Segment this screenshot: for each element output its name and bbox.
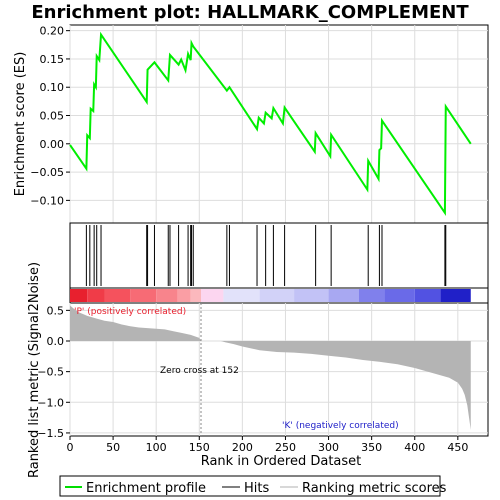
metric-y-axis-label: Ranked list metric (Signal2Noise) xyxy=(27,262,42,478)
heatmap-segment xyxy=(130,289,157,302)
x-tick-label: 250 xyxy=(275,441,296,454)
heatmap-segment xyxy=(328,289,359,302)
positive-annotation: 'P' (positively correlated) xyxy=(74,307,186,317)
heatmap-segment xyxy=(190,289,202,302)
x-tick-label: 400 xyxy=(404,441,425,454)
es-y-tick-label: 0.10 xyxy=(40,81,65,94)
es-y-tick-label: −0.05 xyxy=(30,166,64,179)
es-y-axis-label: Enrichment score (ES) xyxy=(13,52,28,197)
heatmap-segment xyxy=(414,289,441,302)
legend-label-profile: Enrichment profile xyxy=(86,481,206,496)
legend-label-hits: Hits xyxy=(244,481,269,496)
hits-marks xyxy=(85,225,447,286)
es-y-ticks: −0.10 −0.05 0.00 0.05 0.10 0.15 0.20 xyxy=(30,25,70,207)
es-panel xyxy=(69,24,489,224)
heatmap-segment xyxy=(104,289,131,302)
heatmap-segment xyxy=(294,289,329,302)
heatmap-segment xyxy=(259,289,295,302)
x-axis-label: Rank in Ordered Dataset xyxy=(201,454,362,469)
es-y-tick-label: 0.15 xyxy=(40,53,65,66)
negative-annotation: 'K' (negatively correlated) xyxy=(282,421,399,431)
ranking-metric-area xyxy=(70,305,471,430)
heatmap-segment xyxy=(87,289,105,302)
heatmap-segment xyxy=(177,289,191,302)
es-gridlines xyxy=(69,25,488,223)
heatmap-segment xyxy=(70,289,88,302)
metric-y-tick-label: −0.5 xyxy=(37,366,64,379)
x-axis-ticks: 0 50 100 150 200 250 300 350 400 450 xyxy=(67,436,468,454)
x-tick-label: 200 xyxy=(232,441,253,454)
ranking-heatmap xyxy=(70,289,471,302)
metric-y-tick-label: −1.5 xyxy=(37,427,64,440)
heatmap-segment xyxy=(358,289,385,302)
metric-gridlines xyxy=(69,303,488,436)
es-y-tick-label: 0.20 xyxy=(40,25,65,38)
x-tick-label: 100 xyxy=(146,441,167,454)
metric-y-tick-label: 0.0 xyxy=(47,335,65,348)
x-tick-label: 150 xyxy=(189,441,210,454)
x-tick-label: 50 xyxy=(106,441,120,454)
enrichment-profile-line xyxy=(69,31,472,217)
zero-cross-annotation: Zero cross at 152 xyxy=(160,366,239,376)
metric-y-tick-label: 0.5 xyxy=(47,304,65,317)
metric-panel xyxy=(69,302,489,437)
hits-panel xyxy=(69,222,489,289)
es-y-tick-label: 0.05 xyxy=(40,110,65,123)
legend-label-metric: Ranking metric scores xyxy=(302,481,447,496)
heatmap-segment xyxy=(223,289,260,302)
metric-y-tick-label: −1.0 xyxy=(37,396,64,409)
es-y-tick-label: −0.10 xyxy=(30,194,64,207)
heatmap-segment xyxy=(201,289,224,302)
chart-title: Enrichment plot: HALLMARK_COMPLEMENT xyxy=(31,2,469,23)
heatmap-segment xyxy=(384,289,415,302)
x-tick-label: 450 xyxy=(447,441,468,454)
es-y-tick-label: 0.00 xyxy=(40,138,65,151)
metric-y-ticks: 0.5 0.0 −0.5 −1.0 −1.5 xyxy=(37,304,70,440)
x-tick-label: 300 xyxy=(318,441,339,454)
x-tick-label: 350 xyxy=(361,441,382,454)
heatmap-segment xyxy=(156,289,178,302)
heatmap-segment xyxy=(440,289,471,302)
x-tick-label: 0 xyxy=(67,441,74,454)
legend-box xyxy=(59,475,441,497)
